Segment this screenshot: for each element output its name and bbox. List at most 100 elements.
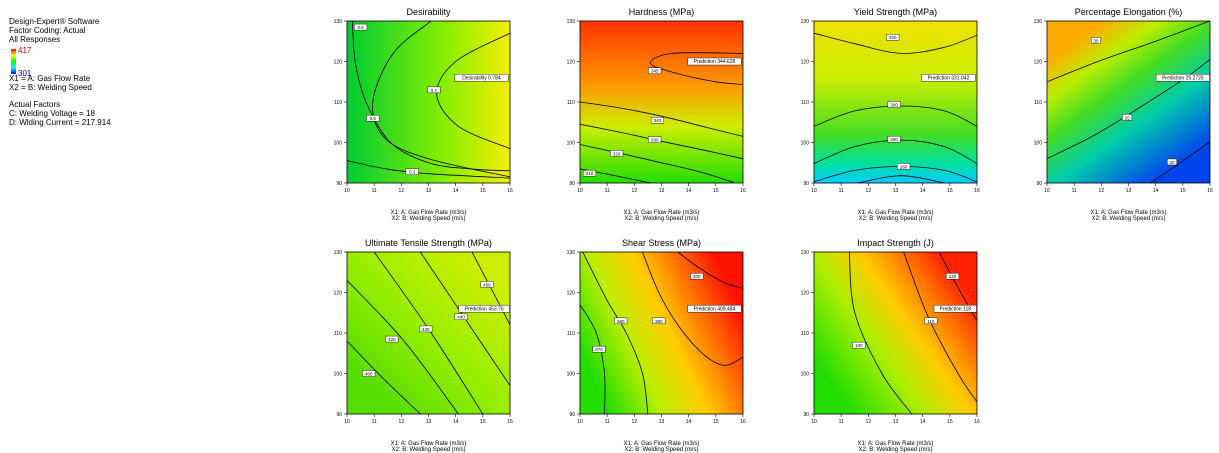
y-tick-label: 90 [1036,181,1042,187]
y-tick-label: 130 [334,19,343,25]
contour-line [848,252,913,414]
contour-label-box [427,86,441,94]
prediction-flag: Prediction 25.2725 [1162,75,1204,81]
x-tick-label: 15 [713,419,719,425]
contour-label-box [1167,158,1177,166]
contour-label: 260 [900,164,908,169]
color-legend: 417 301 [11,46,41,78]
contour-line [580,304,606,414]
x-tick-label: 14 [1153,188,1159,194]
contour-lines: 0.5 0.6 0.7 0.3 [347,21,510,179]
x-tick-label: 11 [839,419,844,425]
contour-lines: 320 300 280 260 [814,32,977,183]
y-tick-label: 120 [801,59,810,65]
x-tick-label: 16 [1207,188,1213,194]
contour-label: 400 [365,371,373,376]
contour-plot-4: Percentage Elongation (%) 30 25 20 Predictio… [1034,7,1213,222]
contour-label: 0.5 [357,25,364,30]
y-tick-label: 90 [803,181,809,187]
contour-label-box [690,273,704,280]
y-tick-label: 110 [801,331,809,337]
x-tick-label: 14 [686,188,692,194]
plot-title: Percentage Elongation (%) [1075,7,1183,17]
actual-factors-title: Actual Factors [9,100,61,109]
x-tick-label: 13 [659,188,665,194]
contour-label: 390 [655,319,663,324]
prediction-flag: Prediction 331.042 [928,75,970,81]
contour-line [857,175,945,183]
contour-label-box [887,136,901,143]
contour-label: 430 [422,327,430,332]
y-tick-label: 130 [567,250,576,256]
plot-title: Hardness (MPa) [629,7,695,17]
plot-area [347,21,510,183]
contour-line [419,252,510,386]
contour-plot-5: Ultimate Tensile Strength (MPa) 400 420 430… [334,238,513,453]
x-tick-label: 12 [399,419,405,425]
y-axis-label: X2: B: Welding Speed (m/s) [392,447,466,453]
contour-line [580,101,743,137]
contour-line [580,123,743,160]
prediction-flag: Prediction 118 [939,306,971,312]
contour-lines: 30 25 20 [1047,21,1210,183]
contour-line [814,105,977,127]
plot-area [580,21,743,183]
x-tick-label: 13 [1126,188,1132,194]
y-axis-label: X2: B: Welding Speed (m/s) [625,216,699,222]
contour-label-box [419,325,433,333]
contour-label-box [852,341,866,349]
x-tick-label: 16 [740,419,746,425]
y-tick-label: 110 [567,100,575,106]
contour-label-box [362,370,376,377]
y-tick-label: 110 [334,331,342,337]
x-tick-label: 11 [1072,188,1077,194]
y-tick-label: 90 [569,181,575,187]
x-tick-label: 15 [1180,188,1186,194]
contour-plot-7: Impact Strength (J) 100 110 120 Prediction 1… [801,238,980,453]
contour-plot-1: Desirability 0.5 0.6 0.7 0.3 Desirability 0.7… [334,7,513,222]
x-tick-label: 12 [866,188,872,194]
x-tick-label: 10 [577,188,583,194]
y-tick-label: 130 [1034,19,1043,25]
y-tick-label: 90 [336,181,342,187]
contour-lines: 380 370 390 400 [580,252,743,414]
x-tick-label: 16 [740,188,746,194]
plot-title: Desirability [406,7,451,17]
y-tick-label: 120 [1034,59,1043,65]
x-tick-label: 11 [605,419,610,425]
color-scale-bar [11,49,16,74]
y-tick-label: 120 [567,290,576,296]
y-tick-label: 110 [567,331,575,337]
x-tick-label: 12 [866,419,872,425]
x-tick-label: 13 [893,188,899,194]
responses-label: All Responses [9,35,61,44]
y-tick-label: 100 [801,140,810,146]
x-tick-label: 12 [399,188,405,194]
contour-lines: 400 420 430 440 450 [347,252,510,414]
x-tick-label: 16 [974,188,980,194]
contour-line [1149,141,1210,183]
x-tick-label: 15 [947,188,953,194]
prediction-flag-box [458,305,510,313]
contour-label-box [652,317,666,325]
x-axis-label: X1: A: Gas Flow Rate (m3/s) [623,210,699,216]
contour-label: 0.6 [370,116,377,121]
y-tick-label: 110 [1034,100,1042,106]
contour-line [347,280,459,414]
x-tick-label: 15 [480,188,486,194]
contour-lines: 345 340 330 320 310 [580,52,743,183]
contour-label-box [1122,114,1133,121]
y-tick-label: 100 [567,140,576,146]
contour-label-box [886,34,900,41]
plot-area [347,252,510,414]
contour-line [372,21,510,178]
x-tick-label: 15 [713,188,719,194]
x-tick-label: 15 [480,419,486,425]
x-tick-label: 14 [920,188,926,194]
y-tick-label: 100 [801,371,810,377]
prediction-flag-box [687,57,742,66]
contour-label: 280 [890,137,898,142]
y-tick-label: 100 [334,371,343,377]
x-tick-label: 16 [507,188,513,194]
contour-line [814,32,977,54]
